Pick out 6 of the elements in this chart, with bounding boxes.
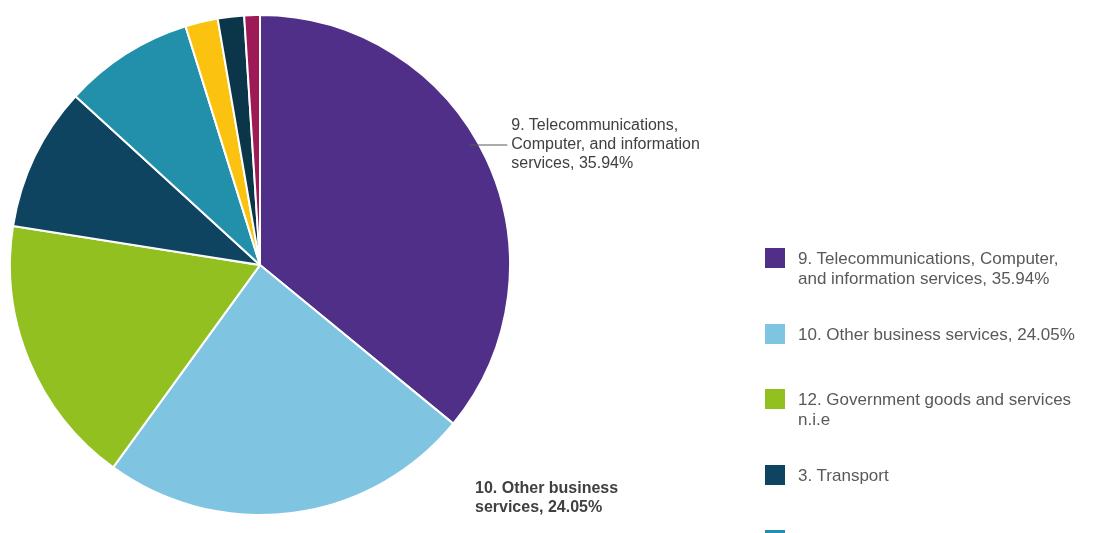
legend-label: 3. Transport <box>798 466 889 485</box>
legend-label: 10. Other business services, 24.05% <box>798 325 1075 344</box>
text: 10. Other business services, 24.05% <box>475 479 619 515</box>
text: 9. Telecommunications, Computer, and information services, 35.94% <box>511 116 700 171</box>
legend-label: 12. Government goods and services n.i.e <box>798 390 1072 429</box>
legend-label: 9. Telecommunications, Computer, and information services, 35.94% <box>798 249 1059 288</box>
